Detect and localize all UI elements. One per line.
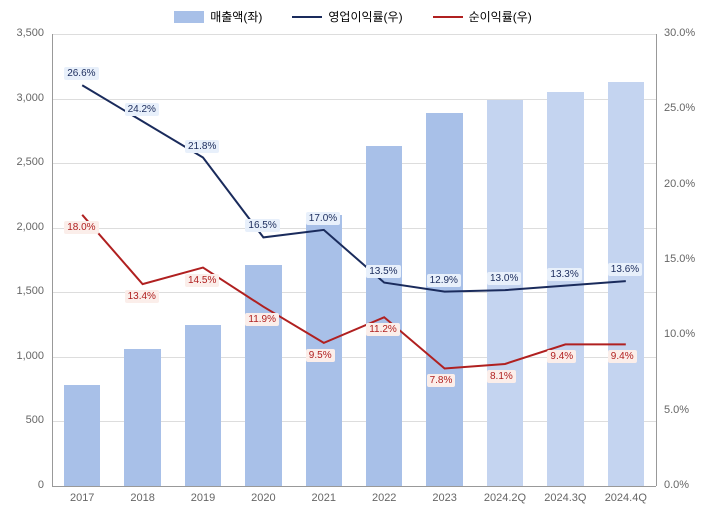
x-axis-line	[52, 486, 656, 487]
bar	[64, 385, 100, 486]
legend-label: 순이익률(우)	[469, 8, 532, 25]
y-right-tick: 30.0%	[664, 27, 695, 39]
label-net-margin: 13.4%	[125, 290, 159, 303]
x-tick: 2024.4Q	[596, 492, 656, 504]
legend-swatch	[433, 16, 463, 18]
legend-item: 영업이익률(우)	[292, 8, 402, 25]
bar	[426, 113, 462, 486]
x-tick: 2024.3Q	[535, 492, 595, 504]
label-net-margin: 8.1%	[487, 370, 516, 383]
y-left-tick: 1,000	[0, 350, 44, 362]
label-net-margin: 7.8%	[427, 374, 456, 387]
label-net-margin: 11.9%	[245, 313, 279, 326]
legend: 매출액(좌) 영업이익률(우) 순이익률(우)	[0, 0, 706, 29]
bar	[366, 146, 402, 486]
x-tick: 2019	[173, 492, 233, 504]
y-left-tick: 1,500	[0, 285, 44, 297]
bar	[124, 349, 160, 486]
legend-label: 영업이익률(우)	[328, 8, 402, 25]
y-axis-line-right	[656, 34, 657, 486]
y-right-tick: 0.0%	[664, 479, 689, 491]
y-right-tick: 5.0%	[664, 404, 689, 416]
bar	[245, 265, 281, 486]
label-net-margin: 18.0%	[64, 221, 98, 234]
legend-item: 순이익률(우)	[433, 8, 532, 25]
legend-item: 매출액(좌)	[174, 8, 262, 25]
x-tick: 2018	[112, 492, 172, 504]
y-left-tick: 500	[0, 414, 44, 426]
line-net-margin	[0, 0, 706, 524]
label-net-margin: 9.4%	[608, 350, 637, 363]
y-left-tick: 0	[0, 479, 44, 491]
label-operating-margin: 16.5%	[245, 219, 279, 232]
legend-swatch	[292, 16, 322, 18]
label-net-margin: 14.5%	[185, 274, 219, 287]
y-right-tick: 15.0%	[664, 253, 695, 265]
x-tick: 2022	[354, 492, 414, 504]
y-left-tick: 3,000	[0, 92, 44, 104]
label-operating-margin: 13.0%	[487, 272, 521, 285]
x-tick: 2020	[233, 492, 293, 504]
bar	[608, 82, 644, 486]
chart-container: 매출액(좌) 영업이익률(우) 순이익률(우) 0 500 1,000 1,500 2,00…	[0, 0, 706, 524]
y-axis-line	[52, 34, 53, 486]
bar	[487, 100, 523, 486]
bar	[547, 92, 583, 486]
y-right-tick: 20.0%	[664, 178, 695, 190]
y-left-tick: 2,000	[0, 221, 44, 233]
label-net-margin: 9.4%	[547, 350, 576, 363]
bar	[185, 325, 221, 486]
label-operating-margin: 24.2%	[125, 103, 159, 116]
y-right-tick: 10.0%	[664, 328, 695, 340]
line-operating-margin	[0, 0, 706, 524]
label-operating-margin: 21.8%	[185, 140, 219, 153]
label-operating-margin: 17.0%	[306, 212, 340, 225]
label-operating-margin: 13.5%	[366, 265, 400, 278]
x-tick: 2023	[414, 492, 474, 504]
y-left-tick: 2,500	[0, 156, 44, 168]
label-operating-margin: 26.6%	[64, 67, 98, 80]
x-tick: 2021	[294, 492, 354, 504]
label-operating-margin: 13.6%	[608, 263, 642, 276]
y-left-tick: 3,500	[0, 27, 44, 39]
grid-line	[52, 34, 656, 35]
legend-label: 매출액(좌)	[210, 8, 262, 25]
legend-swatch	[174, 11, 204, 23]
y-right-tick: 25.0%	[664, 102, 695, 114]
label-net-margin: 9.5%	[306, 349, 335, 362]
label-operating-margin: 12.9%	[427, 274, 461, 287]
label-net-margin: 11.2%	[366, 323, 400, 336]
label-operating-margin: 13.3%	[547, 268, 581, 281]
x-tick: 2024.2Q	[475, 492, 535, 504]
x-tick: 2017	[52, 492, 112, 504]
